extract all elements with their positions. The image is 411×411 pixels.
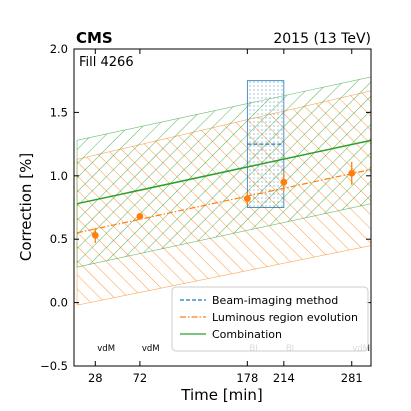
y-tick-label: 1.5 — [50, 105, 68, 119]
y-tick-label: 0.0 — [50, 296, 68, 310]
legend-label-beam-imaging: Beam-imaging method — [212, 294, 338, 307]
legend-label-luminous: Luminous region evolution — [212, 311, 358, 324]
plot-area — [76, 76, 371, 306]
data-point — [243, 195, 251, 203]
fill-annotation: Fill 4266 — [79, 55, 134, 70]
x-tick-label: 281 — [341, 371, 363, 385]
cms-label: CMS — [76, 29, 113, 47]
x-tick-label: 28 — [88, 371, 103, 385]
y-tick-label: 1.0 — [50, 169, 68, 183]
energy-label: 2015 (13 TeV) — [273, 31, 371, 47]
axes-frame — [73, 48, 372, 367]
x-tick-label: 72 — [133, 371, 148, 385]
y-tick-label: 2.0 — [50, 42, 68, 56]
legend-label-combination: Combination — [212, 328, 282, 341]
data-point — [348, 169, 356, 177]
y-tick-label: −0.5 — [40, 359, 68, 373]
combination-line — [76, 139, 371, 205]
data-point — [136, 212, 144, 220]
data-point — [280, 178, 288, 186]
legend: Beam-imaging method Luminous region evol… — [171, 286, 369, 352]
x-tick-label: 178 — [236, 371, 258, 385]
data-point — [91, 231, 99, 239]
legend-box — [171, 286, 369, 352]
x-axis-label: Time [min] — [180, 386, 262, 404]
luminous-fit-line — [76, 168, 371, 234]
x-tick-label: 214 — [273, 371, 295, 385]
scan-marker-label: vdM — [142, 344, 160, 354]
y-tick-label: 0.5 — [50, 232, 68, 246]
y-axis-label: Correction [%] — [17, 153, 35, 261]
scan-marker-label: vdM — [97, 344, 115, 354]
